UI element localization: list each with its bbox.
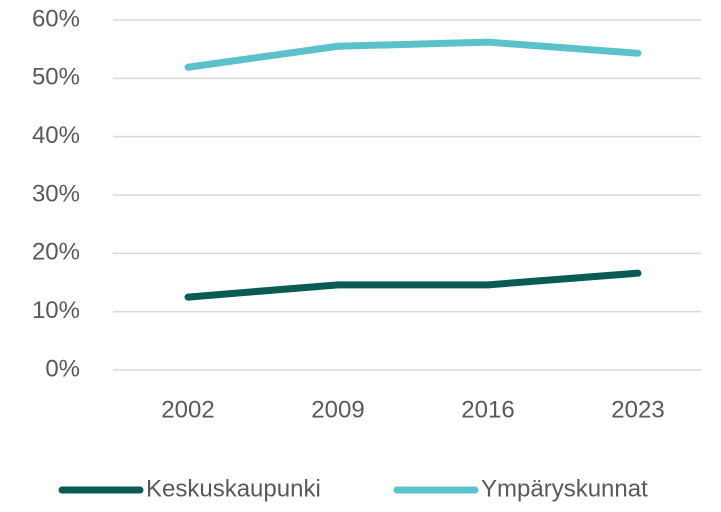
y-tick-label: 20% (32, 239, 80, 266)
y-tick-label: 30% (32, 180, 80, 207)
legend-label: Keskuskaupunki (146, 475, 321, 502)
series-line (184, 269, 642, 301)
x-tick-label: 2002 (161, 396, 214, 423)
x-tick-label: 2009 (311, 396, 364, 423)
x-tick-label: 2016 (461, 396, 514, 423)
y-tick-label: 10% (32, 297, 80, 324)
y-tick-label: 0% (45, 355, 80, 382)
y-tick-label: 40% (32, 122, 80, 149)
series-line (184, 38, 642, 71)
y-tick-label: 60% (32, 5, 80, 32)
legend-label: Ympäryskunnat (481, 475, 648, 502)
y-tick-label: 50% (32, 64, 80, 91)
x-tick-label: 2023 (611, 396, 664, 423)
